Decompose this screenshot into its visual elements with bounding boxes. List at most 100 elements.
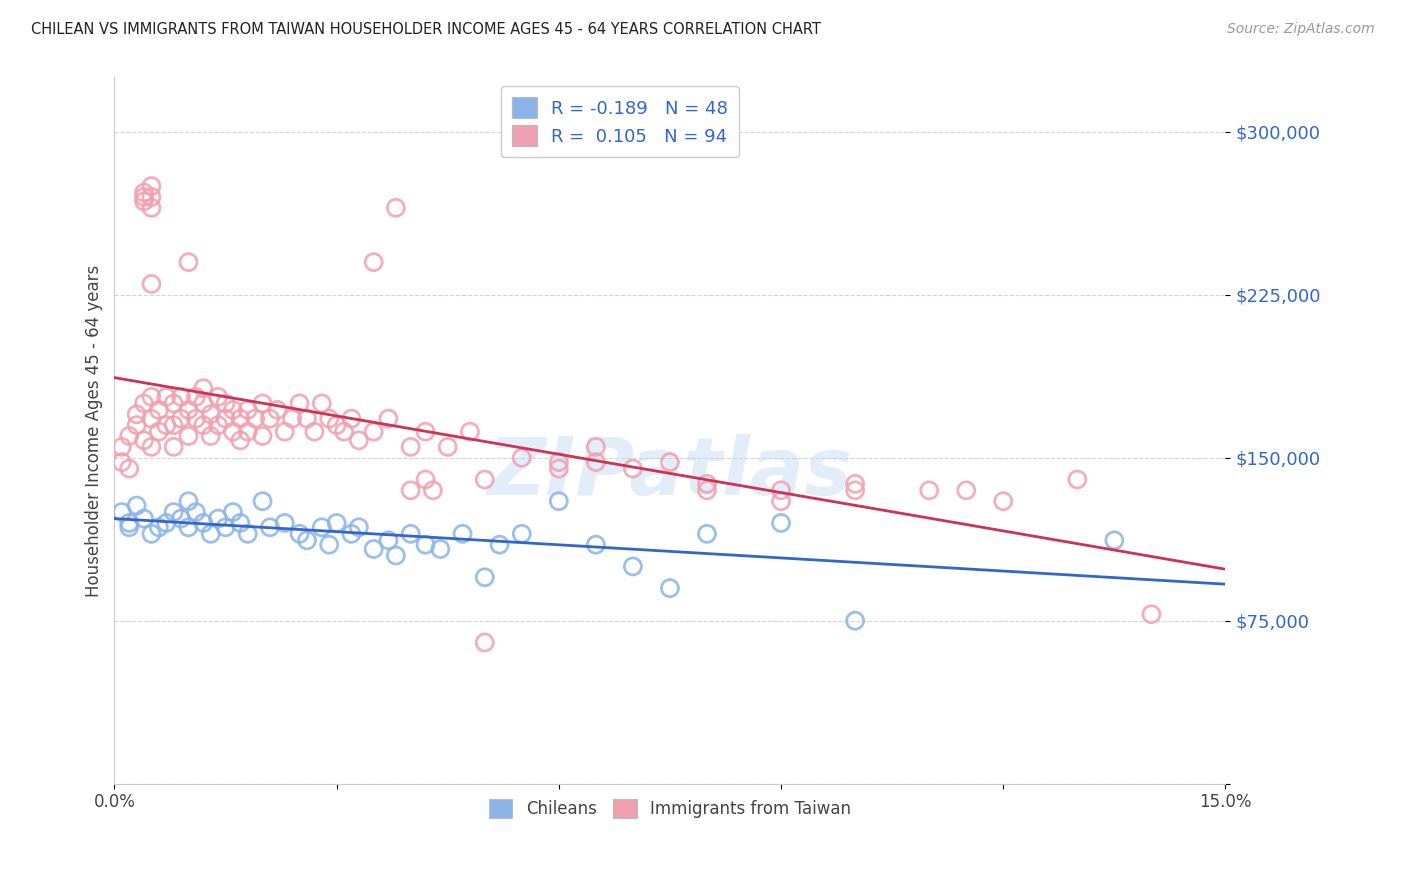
Text: ZIPatlas: ZIPatlas xyxy=(488,434,852,512)
Point xyxy=(415,538,437,552)
Point xyxy=(918,483,941,498)
Point xyxy=(214,411,236,425)
Point xyxy=(222,403,245,417)
Point xyxy=(399,526,422,541)
Point xyxy=(274,516,297,530)
Point xyxy=(193,418,215,433)
Point xyxy=(304,425,326,439)
Point xyxy=(200,407,222,421)
Point xyxy=(118,461,141,475)
Point xyxy=(510,526,533,541)
Point xyxy=(155,418,177,433)
Point xyxy=(111,455,134,469)
Point xyxy=(474,570,496,584)
Point xyxy=(377,411,399,425)
Point xyxy=(429,542,451,557)
Point xyxy=(148,403,170,417)
Point xyxy=(1140,607,1163,622)
Point xyxy=(363,425,385,439)
Point xyxy=(415,425,437,439)
Point xyxy=(844,483,866,498)
Point xyxy=(243,411,266,425)
Point xyxy=(1066,473,1088,487)
Point xyxy=(155,516,177,530)
Point xyxy=(266,403,288,417)
Point xyxy=(318,411,340,425)
Point xyxy=(184,390,207,404)
Point xyxy=(585,440,607,454)
Point xyxy=(229,516,252,530)
Point xyxy=(347,434,370,448)
Point xyxy=(281,411,304,425)
Point xyxy=(385,201,408,215)
Point xyxy=(177,255,200,269)
Point xyxy=(170,411,193,425)
Y-axis label: Householder Income Ages 45 - 64 years: Householder Income Ages 45 - 64 years xyxy=(86,264,103,597)
Point xyxy=(125,499,148,513)
Point xyxy=(170,511,193,525)
Point xyxy=(207,418,229,433)
Point xyxy=(399,440,422,454)
Point xyxy=(132,194,155,209)
Point xyxy=(547,455,569,469)
Point xyxy=(141,277,163,291)
Point xyxy=(288,526,311,541)
Point xyxy=(177,429,200,443)
Point xyxy=(399,483,422,498)
Point xyxy=(222,425,245,439)
Point xyxy=(163,505,186,519)
Point xyxy=(474,635,496,649)
Point xyxy=(295,411,318,425)
Point xyxy=(132,190,155,204)
Point xyxy=(333,425,356,439)
Point xyxy=(132,511,155,525)
Point xyxy=(118,429,141,443)
Point xyxy=(311,520,333,534)
Point xyxy=(229,411,252,425)
Point xyxy=(193,381,215,395)
Point xyxy=(770,494,793,508)
Point xyxy=(436,440,458,454)
Point xyxy=(295,533,318,548)
Point xyxy=(510,450,533,465)
Point xyxy=(214,520,236,534)
Point xyxy=(696,526,718,541)
Point xyxy=(274,425,297,439)
Point xyxy=(177,403,200,417)
Point xyxy=(111,440,134,454)
Point xyxy=(770,516,793,530)
Point xyxy=(955,483,977,498)
Point xyxy=(222,505,245,519)
Point xyxy=(141,390,163,404)
Point xyxy=(585,538,607,552)
Point xyxy=(318,538,340,552)
Point xyxy=(363,542,385,557)
Point xyxy=(658,581,681,595)
Point xyxy=(363,255,385,269)
Point xyxy=(770,483,793,498)
Point xyxy=(184,411,207,425)
Point xyxy=(451,526,474,541)
Point xyxy=(148,520,170,534)
Point xyxy=(422,483,444,498)
Point xyxy=(229,434,252,448)
Point xyxy=(141,411,163,425)
Point xyxy=(844,476,866,491)
Point xyxy=(658,455,681,469)
Point xyxy=(163,418,186,433)
Point xyxy=(252,396,274,410)
Point xyxy=(547,494,569,508)
Point xyxy=(377,533,399,548)
Point xyxy=(488,538,510,552)
Point xyxy=(325,516,347,530)
Point xyxy=(340,526,363,541)
Point xyxy=(340,411,363,425)
Point xyxy=(141,526,163,541)
Point xyxy=(474,473,496,487)
Point xyxy=(696,483,718,498)
Point xyxy=(259,520,281,534)
Point xyxy=(170,390,193,404)
Point xyxy=(132,396,155,410)
Point xyxy=(125,418,148,433)
Point xyxy=(163,440,186,454)
